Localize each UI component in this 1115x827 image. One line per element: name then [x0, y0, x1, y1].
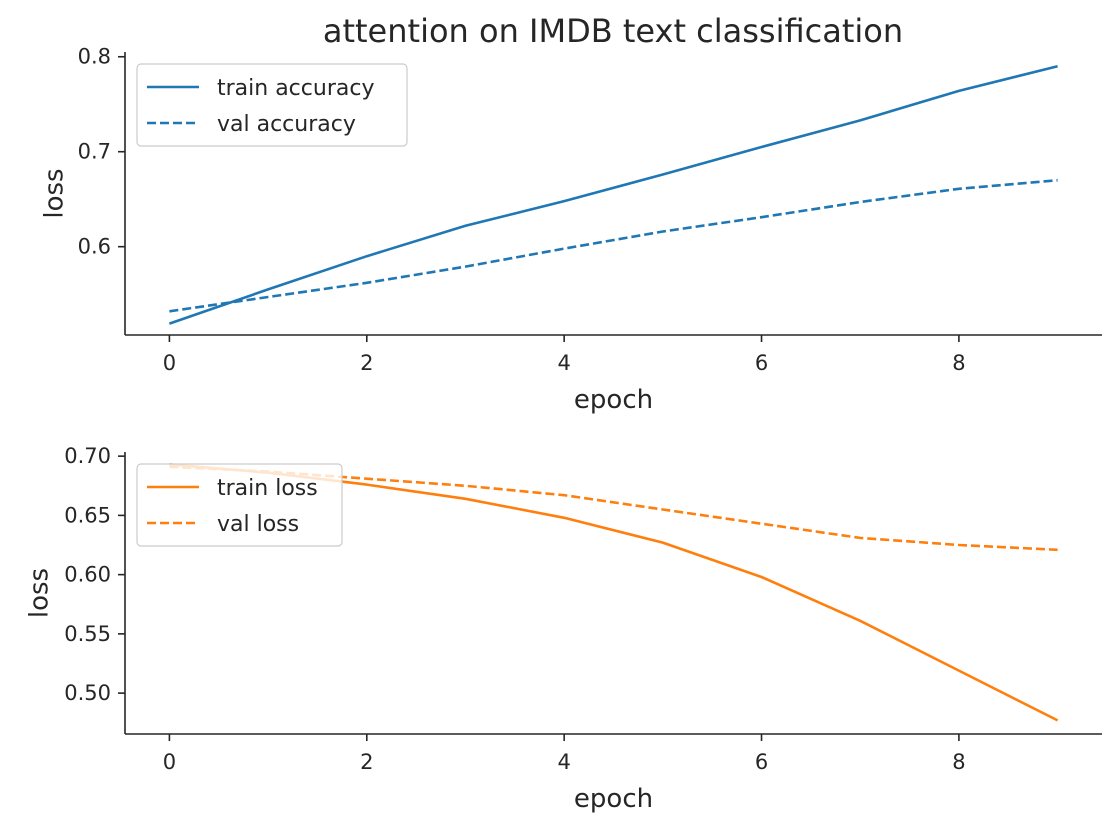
data-point [958, 187, 961, 190]
legend: train loss val loss [136, 463, 343, 547]
data-point [267, 296, 270, 299]
data-point [563, 200, 566, 203]
data-point [662, 541, 665, 544]
x-tick-label: 0 [163, 750, 176, 774]
legend: train accuracy val accuracy [136, 63, 408, 147]
data-point [859, 537, 862, 540]
y-axis-label: loss [40, 168, 70, 218]
data-point [760, 576, 763, 579]
data-point [1056, 719, 1059, 722]
data-point [168, 322, 171, 325]
legend-box [136, 63, 408, 147]
data-point [365, 477, 368, 480]
y-tick-label: 0.7 [78, 140, 111, 164]
chart-panel-1: 0 2 4 6 8 0.6 0.7 0.8 epoch loss train accuracy val… [40, 45, 1102, 415]
legend-entry: train loss [217, 476, 318, 501]
data-point [760, 522, 763, 525]
data-point [1056, 548, 1059, 551]
x-tick-label: 8 [952, 351, 965, 375]
data-point [365, 281, 368, 284]
y-axis-label: loss [25, 568, 55, 618]
data-point [1056, 179, 1059, 182]
data-point [958, 669, 961, 672]
y-tick-label: 0.70 [64, 444, 111, 468]
data-point [464, 224, 467, 227]
panels: 0 2 4 6 8 0.6 0.7 0.8 epoch loss train accuracy val… [25, 45, 1102, 814]
x-tick-label: 6 [755, 750, 768, 774]
legend-entry: train accuracy [217, 76, 374, 101]
data-point [958, 90, 961, 93]
legend-entry: val loss [217, 512, 299, 537]
data-point [267, 288, 270, 291]
x-tick-label: 6 [755, 351, 768, 375]
y-tick-label: 0.55 [64, 622, 111, 646]
data-point [662, 508, 665, 511]
data-point [760, 216, 763, 219]
x-axis-label: epoch [574, 385, 653, 415]
data-point [563, 247, 566, 250]
data-point [662, 173, 665, 176]
data-point [859, 119, 862, 122]
series-line-train-accuracy [168, 64, 1058, 325]
data-point [168, 310, 171, 313]
x-tick-label: 4 [557, 750, 570, 774]
y-tick-label: 0.65 [64, 503, 111, 527]
legend-box [136, 463, 343, 547]
data-point [859, 201, 862, 204]
data-point [1056, 65, 1059, 68]
data-point [464, 498, 467, 501]
x-tick-label: 2 [360, 351, 373, 375]
data-point [563, 516, 566, 519]
data-point [464, 265, 467, 268]
x-axis-label: epoch [574, 784, 653, 814]
x-tick-label: 2 [360, 750, 373, 774]
y-tick-label: 0.60 [64, 563, 111, 587]
x-tick-label: 0 [163, 351, 176, 375]
data-point [958, 544, 961, 547]
data-point [563, 494, 566, 497]
y-tick-label: 0.50 [64, 681, 111, 705]
data-point [365, 483, 368, 486]
x-tick-label: 4 [557, 351, 570, 375]
chart-panel-2: 0 2 4 6 8 0.50 0.55 0.60 0.65 0.70 epoch loss train … [25, 444, 1102, 814]
chart-title: attention on IMDB text classification [323, 12, 903, 50]
x-tick-label: 8 [952, 750, 965, 774]
data-point [365, 255, 368, 258]
data-point [662, 230, 665, 233]
data-point [464, 484, 467, 487]
data-point [760, 146, 763, 149]
data-point [859, 620, 862, 623]
y-tick-label: 0.6 [78, 235, 111, 259]
y-tick-label: 0.8 [78, 45, 111, 69]
legend-entry: val accuracy [217, 112, 356, 137]
series-line-val-accuracy [169, 178, 1058, 313]
